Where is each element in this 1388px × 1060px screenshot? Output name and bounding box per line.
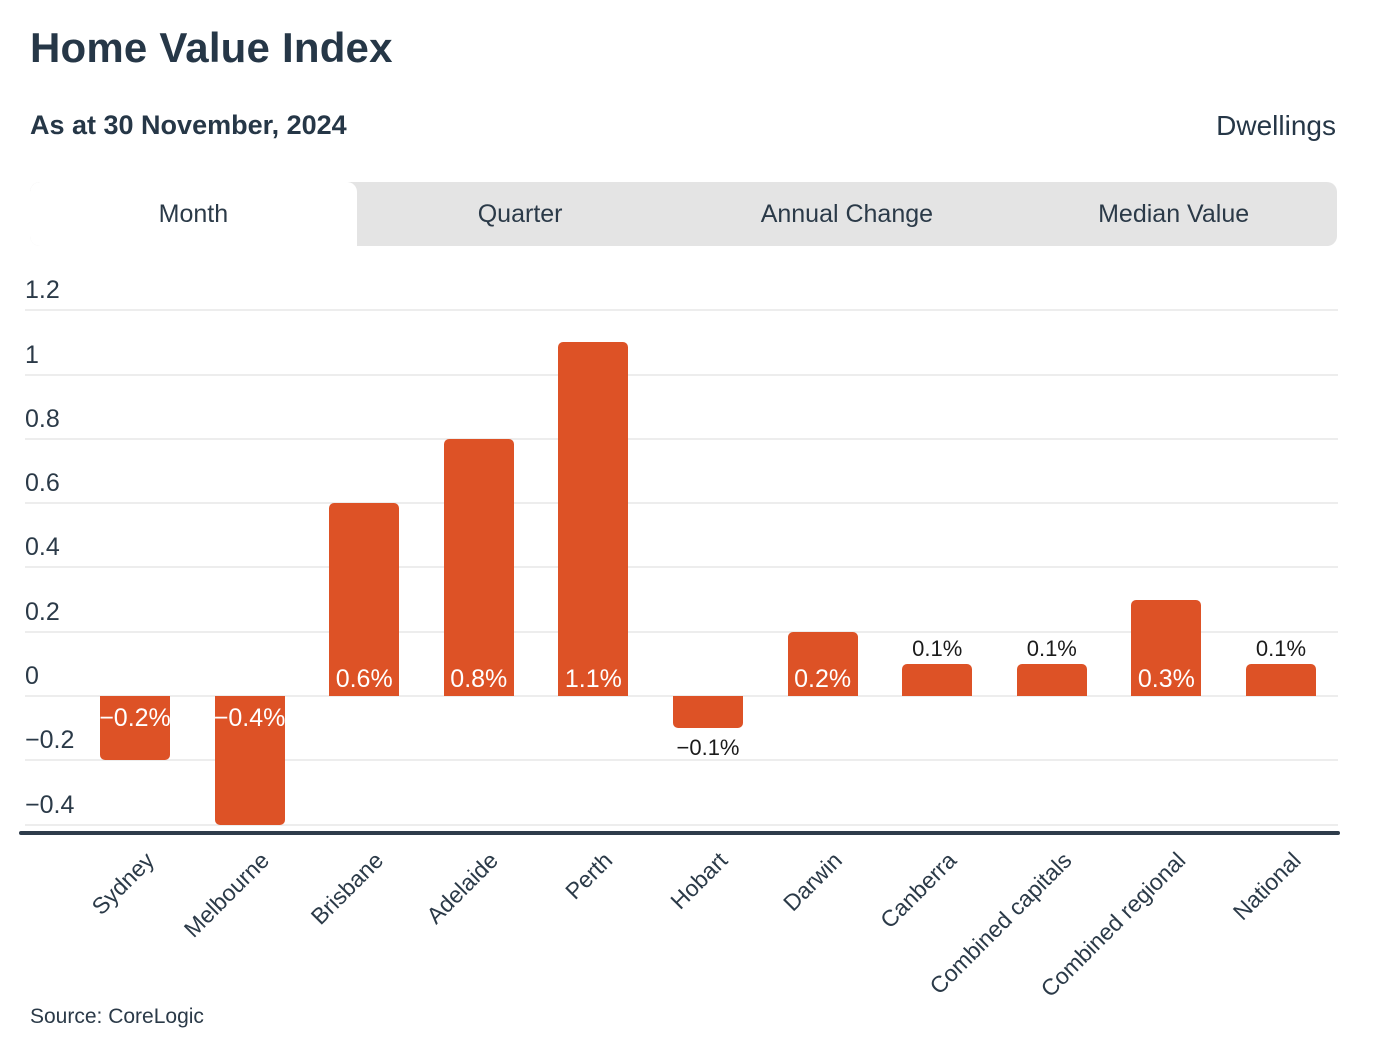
x-tick-label: Melbourne (178, 847, 274, 943)
x-axis-line (19, 831, 1340, 835)
gridline (25, 438, 1338, 440)
bar-brisbane (329, 503, 399, 696)
bar-combined-regional (1131, 600, 1201, 696)
gridline (25, 502, 1338, 504)
bar-value-label: 0.3% (1137, 665, 1195, 693)
y-tick-label: 0.4 (25, 533, 60, 561)
tab-quarter[interactable]: Quarter (477, 199, 563, 228)
as-at-date: As at 30 November, 2024 (30, 110, 347, 140)
tab-median-value[interactable]: Median Value (1098, 199, 1250, 228)
tab-annual-change[interactable]: Annual Change (760, 199, 934, 228)
bar-value-label: 0.6% (335, 665, 393, 693)
bar-national (1246, 664, 1316, 696)
x-tick-label: Perth (560, 847, 618, 905)
bar-value-label: −0.2% (99, 704, 171, 732)
bar-value-label: 0.8% (450, 665, 508, 693)
gridline (25, 374, 1338, 376)
x-tick-label: Adelaide (421, 847, 504, 929)
bar-value-label: 0.2% (794, 665, 852, 693)
bar-adelaide (444, 439, 514, 696)
x-tick-label: Canberra (875, 847, 962, 934)
page-title: Home Value Index (30, 24, 393, 71)
bar-value-label: −0.1% (676, 735, 740, 760)
gridline (25, 631, 1338, 633)
y-tick-label: −0.4 (25, 791, 75, 819)
y-tick-label: 0.6 (25, 469, 60, 497)
bar-darwin (788, 632, 858, 696)
bar-canberra (902, 664, 972, 696)
bar-combined-capitals (1017, 664, 1087, 696)
bar-value-label: −0.4% (213, 704, 286, 732)
x-tick-label: National (1227, 847, 1306, 926)
bar-value-label: 0.1% (1255, 636, 1307, 661)
x-tick-label: Brisbane (305, 847, 389, 930)
view-tabs: Month Quarter Annual Change Median Value (30, 182, 1337, 246)
property-type-label: Dwellings (1216, 110, 1336, 141)
bar-melbourne (215, 696, 285, 825)
gridline (25, 309, 1338, 311)
y-tick-label: 0.8 (25, 405, 60, 433)
bar-hobart (673, 696, 743, 728)
x-tick-label: Darwin (777, 847, 847, 916)
gridline (25, 824, 1338, 826)
bar-value-label: 1.1% (564, 665, 622, 693)
bar-sydney (100, 696, 170, 760)
x-tick-label: Sydney (86, 847, 160, 920)
tab-month[interactable]: Month (30, 182, 357, 246)
gridline (25, 566, 1338, 568)
y-tick-label: −0.2 (25, 726, 75, 754)
gridline (25, 759, 1338, 761)
bar-value-label: 0.1% (1026, 636, 1077, 661)
bar-value-label: 0.1% (912, 636, 963, 661)
x-tick-label: Hobart (665, 847, 733, 915)
source-credit: Source: CoreLogic (30, 1005, 204, 1028)
y-tick-label: 0 (25, 662, 39, 690)
bar-perth (558, 342, 628, 696)
y-tick-label: 0.2 (25, 598, 60, 626)
y-tick-label: 1 (25, 341, 39, 369)
y-tick-label: 1.2 (25, 276, 60, 304)
